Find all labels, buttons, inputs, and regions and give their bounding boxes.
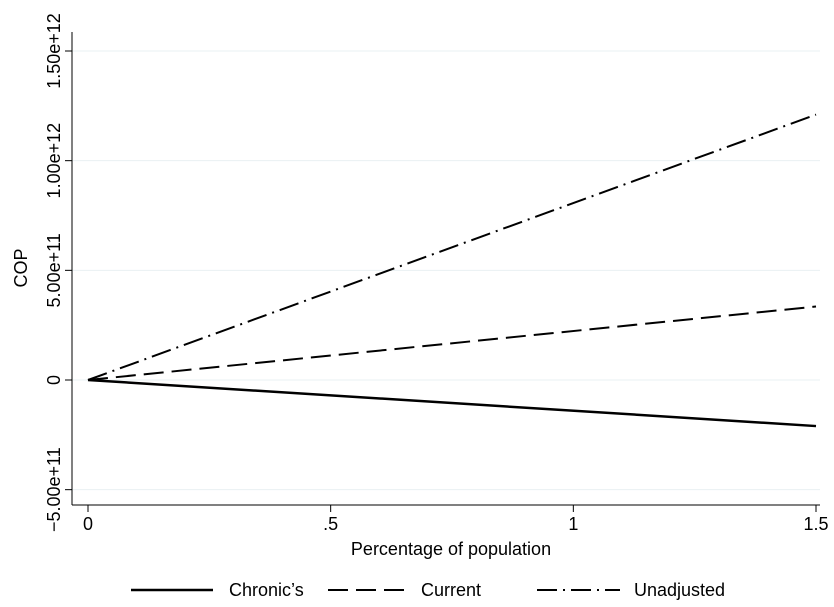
- x-tick-label: 0: [83, 514, 93, 534]
- series-line-current: [87, 305, 817, 381]
- y-tick-label: 1.50e+12: [44, 13, 64, 89]
- y-axis-title: COP: [11, 248, 31, 287]
- x-tick-label: .5: [323, 514, 338, 534]
- legend-label: Unadjusted: [634, 580, 725, 600]
- y-tick-label: 0: [44, 375, 64, 385]
- series-lines: [87, 113, 817, 428]
- y-tick-label: −5.00e+11: [44, 447, 64, 532]
- series-line-chronic-s: [87, 378, 817, 428]
- x-tick-label: 1.5: [803, 514, 828, 534]
- legend: Chronic’s Current Unadjusted: [131, 580, 725, 600]
- x-tick-label: 1: [568, 514, 578, 534]
- axes: [71, 32, 820, 506]
- y-axis-ticks: −5.00e+11 0 5.00e+11 1.00e+12 1.50e+12: [44, 13, 72, 532]
- series-line-unadjusted: [87, 113, 817, 381]
- y-tick-label: 5.00e+11: [44, 233, 64, 307]
- x-axis-ticks: 0 .5 1 1.5: [83, 505, 829, 534]
- x-axis-title: Percentage of population: [351, 539, 551, 559]
- legend-label: Current: [421, 580, 481, 600]
- y-tick-label: 1.00e+12: [44, 123, 64, 199]
- legend-label: Chronic’s: [229, 580, 304, 600]
- gridlines: [72, 50, 820, 491]
